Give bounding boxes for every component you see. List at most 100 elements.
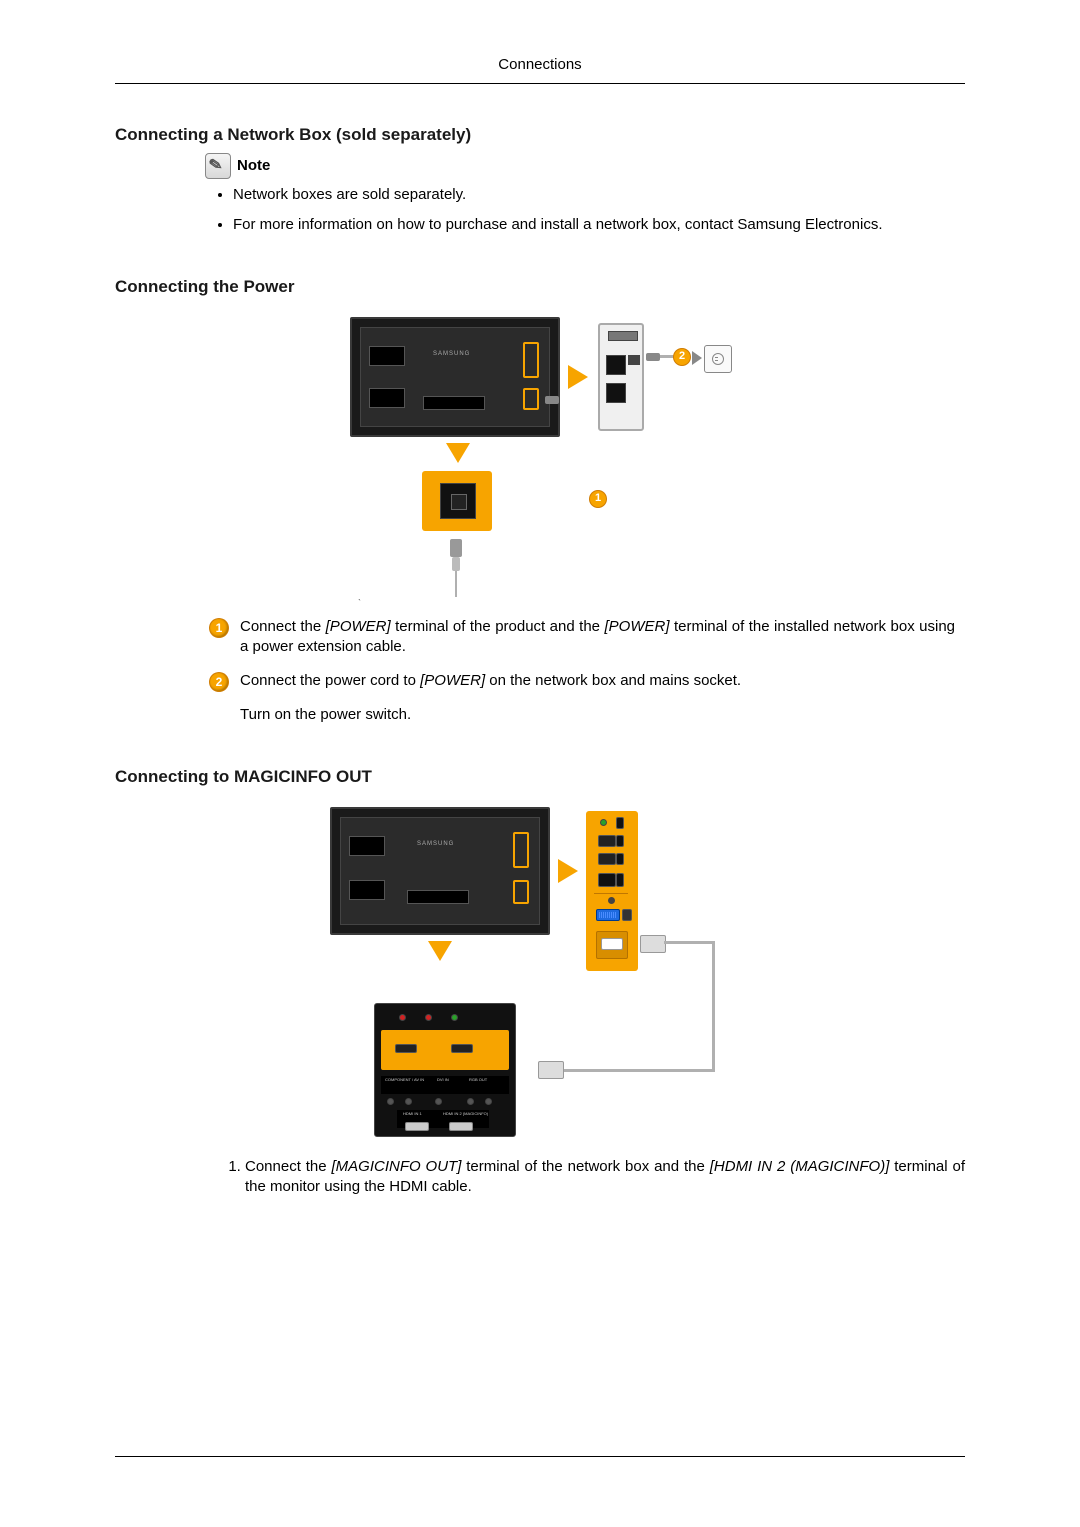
power-diagram: SAMSUNG 2	[350, 317, 730, 607]
port-highlight	[523, 342, 539, 378]
power-diagram-wrap: SAMSUNG 2	[115, 317, 965, 607]
magicinfo-connector	[601, 938, 623, 950]
audio-jack-green	[600, 819, 607, 826]
port-pin	[616, 873, 624, 887]
vent-slot	[349, 836, 385, 856]
page: Connections Connecting a Network Box (so…	[0, 0, 1080, 1527]
port-hdmi	[598, 853, 616, 865]
step-badge-2: 2	[210, 673, 228, 691]
power-steps: 1 Connect the [POWER] terminal of the pr…	[210, 617, 955, 726]
step-row: 1 Connect the [POWER] terminal of the pr…	[210, 617, 955, 658]
section-heading-network-box: Connecting a Network Box (sold separatel…	[115, 124, 965, 147]
port-label: COMPONENT / AV IN	[385, 1078, 424, 1082]
label-plate	[407, 890, 469, 904]
monitor-back: SAMSUNG	[330, 807, 550, 935]
footer-rule	[115, 1456, 965, 1457]
em: [POWER]	[326, 618, 391, 635]
step-badge-1: 1	[210, 619, 228, 637]
step-text: Connect the [POWER] terminal of the prod…	[240, 617, 955, 658]
header-rule	[115, 83, 965, 84]
hdmi-plug	[538, 1061, 564, 1079]
txt: on the network box and mains socket.	[485, 672, 741, 689]
note-block: Note Network boxes are sold separately. …	[205, 153, 965, 236]
callout-num-2: 2	[674, 349, 690, 365]
step-row-plain: Turn on the power switch.	[240, 705, 955, 725]
label-strip: COMPONENT / AV IN DVI IN RGB OUT	[381, 1076, 509, 1094]
power-socket	[451, 494, 467, 510]
cable-plug	[450, 539, 462, 557]
network-box-zoom	[598, 323, 644, 431]
power-port	[440, 483, 476, 519]
section-heading-power: Connecting the Power	[115, 276, 965, 299]
note-bullet: For more information on how to purchase …	[233, 215, 965, 235]
txt: Connect the	[240, 618, 326, 635]
em: [HDMI IN 2 (MAGICINFO)]	[710, 1158, 890, 1175]
rear-port-panel: COMPONENT / AV IN DVI IN RGB OUT HDMI IN…	[374, 1003, 516, 1137]
arrow-right-icon	[558, 859, 578, 883]
step-row: 2 Connect the power cord to [POWER] on t…	[210, 671, 955, 691]
cable-line	[562, 1069, 715, 1072]
page-header-title: Connections	[115, 55, 965, 75]
power-port-zoom	[422, 471, 492, 531]
tick-mark: `	[358, 597, 361, 609]
rca-jack	[387, 1098, 394, 1105]
hdmi-in-1	[405, 1122, 429, 1131]
note-bullet-list: Network boxes are sold separately. For m…	[205, 185, 965, 236]
vent-slot	[369, 388, 405, 408]
em: [POWER]	[420, 672, 485, 689]
cable-plug	[646, 353, 660, 361]
rear-hdmi-highlight	[381, 1030, 509, 1070]
callout-num-1: 1	[590, 491, 606, 507]
nb-power-port	[606, 355, 626, 375]
port-highlight	[513, 832, 529, 868]
nb-switch	[628, 355, 640, 365]
step-text: Connect the power cord to [POWER] on the…	[240, 671, 741, 691]
port-pin	[616, 817, 624, 829]
em: [POWER]	[604, 618, 669, 635]
monitor-panel: SAMSUNG	[340, 817, 540, 925]
txt: terminal of the product and the	[391, 618, 605, 635]
em: [MAGICINFO OUT]	[331, 1158, 461, 1175]
magicinfo-out-highlight	[596, 931, 628, 959]
txt: terminal of the network box and the	[461, 1158, 709, 1175]
magic-diagram: SAMSUNG	[330, 807, 750, 1147]
port-highlight	[513, 880, 529, 904]
port-hdmi	[598, 835, 616, 847]
note-header: Note	[205, 153, 965, 179]
port-label: HDMI IN 1	[403, 1112, 422, 1116]
nb-top-slot	[608, 331, 638, 341]
hdmi-slot	[451, 1044, 473, 1053]
hdmi-slot	[395, 1044, 417, 1053]
hdmi-in-2-magicinfo	[449, 1122, 473, 1131]
port-label: DVI IN	[437, 1078, 449, 1082]
divider	[594, 893, 628, 894]
brand-label: SAMSUNG	[417, 840, 454, 848]
vent-slot	[369, 346, 405, 366]
rca-jack	[467, 1098, 474, 1105]
port-pin	[622, 909, 632, 921]
arrow-right-icon	[568, 365, 588, 389]
audio-jack-red	[399, 1014, 406, 1021]
port-highlight	[523, 388, 539, 410]
audio-jack-red	[425, 1014, 432, 1021]
outlet-icon	[704, 345, 732, 373]
rca-jack	[405, 1098, 412, 1105]
audio-jack-green	[451, 1014, 458, 1021]
note-icon	[205, 153, 231, 179]
rca-jack	[485, 1098, 492, 1105]
magicinfo-steps: Connect the [MAGICINFO OUT] terminal of …	[215, 1157, 965, 1198]
port-label: RGB OUT	[469, 1078, 487, 1082]
section-heading-magicinfo: Connecting to MAGICINFO OUT	[115, 766, 965, 789]
note-label: Note	[237, 156, 270, 176]
power-plug	[545, 396, 559, 404]
arrow-to-outlet-icon	[692, 351, 702, 365]
cable-line	[455, 571, 457, 597]
txt: Connect the power cord to	[240, 672, 420, 689]
label-plate	[423, 396, 485, 410]
port-pin	[616, 853, 624, 865]
cable-line	[712, 941, 715, 1071]
arrow-down-icon	[428, 941, 452, 961]
cable-body	[452, 557, 460, 571]
note-bullet: Network boxes are sold separately.	[233, 185, 965, 205]
step-trailing: Turn on the power switch.	[240, 705, 411, 725]
